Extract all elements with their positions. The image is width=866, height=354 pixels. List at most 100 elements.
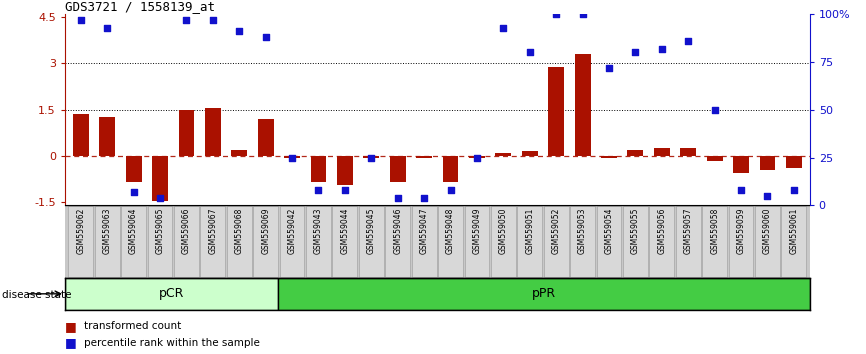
Bar xyxy=(121,206,146,277)
Point xyxy=(206,17,220,23)
Text: percentile rank within the sample: percentile rank within the sample xyxy=(84,338,260,348)
Text: GSM559044: GSM559044 xyxy=(340,207,349,254)
Text: GSM559060: GSM559060 xyxy=(763,207,772,254)
Bar xyxy=(781,206,806,277)
Text: GSM559058: GSM559058 xyxy=(710,207,719,254)
Bar xyxy=(284,156,300,158)
Point xyxy=(153,195,167,200)
Bar xyxy=(517,206,542,277)
Text: GSM559069: GSM559069 xyxy=(262,207,270,254)
Bar xyxy=(623,206,648,277)
Bar xyxy=(333,206,358,277)
Point xyxy=(470,155,484,160)
Bar xyxy=(100,118,115,156)
Point xyxy=(365,155,378,160)
Bar xyxy=(200,206,225,277)
Bar xyxy=(65,278,278,310)
Bar xyxy=(491,206,516,277)
Bar xyxy=(786,156,802,168)
Bar xyxy=(601,156,617,158)
Bar xyxy=(464,206,489,277)
Point xyxy=(285,155,299,160)
Bar xyxy=(174,206,199,277)
Bar xyxy=(147,206,172,277)
Bar xyxy=(73,114,88,156)
Point xyxy=(760,193,774,199)
Bar xyxy=(575,54,591,156)
Text: GSM559051: GSM559051 xyxy=(526,207,534,254)
Point xyxy=(312,187,326,193)
Text: GSM559062: GSM559062 xyxy=(76,207,85,254)
Point xyxy=(787,187,801,193)
Point xyxy=(549,11,563,17)
Point xyxy=(734,187,748,193)
Text: GSM559064: GSM559064 xyxy=(129,207,138,254)
Bar xyxy=(126,156,141,182)
Point xyxy=(655,46,669,51)
Bar xyxy=(68,206,94,277)
Text: GSM559043: GSM559043 xyxy=(314,207,323,254)
Bar xyxy=(306,206,331,277)
Bar xyxy=(654,148,669,156)
Bar xyxy=(152,156,168,201)
Point xyxy=(523,50,537,55)
Point xyxy=(100,25,114,30)
Bar xyxy=(495,153,511,156)
Bar xyxy=(231,150,247,156)
Bar xyxy=(548,67,564,156)
Text: GSM559056: GSM559056 xyxy=(657,207,666,254)
Bar xyxy=(94,206,120,277)
Bar xyxy=(385,206,410,277)
Text: GSM559054: GSM559054 xyxy=(604,207,613,254)
Bar xyxy=(681,148,696,156)
Text: GSM559052: GSM559052 xyxy=(552,207,560,254)
Point xyxy=(417,195,431,200)
Bar xyxy=(253,206,278,277)
Text: GSM559065: GSM559065 xyxy=(156,207,165,254)
Point xyxy=(232,29,246,34)
Bar xyxy=(278,278,810,310)
Point xyxy=(629,50,643,55)
Text: GSM559046: GSM559046 xyxy=(393,207,402,254)
Bar xyxy=(570,206,595,277)
Bar xyxy=(359,206,384,277)
Text: pCR: pCR xyxy=(158,287,184,300)
Bar xyxy=(390,156,405,182)
Point xyxy=(443,187,457,193)
Bar xyxy=(364,156,379,158)
Bar xyxy=(178,110,194,156)
Bar xyxy=(628,150,643,156)
Point xyxy=(708,107,721,113)
Bar xyxy=(707,156,722,161)
Bar xyxy=(734,156,749,173)
Text: pPR: pPR xyxy=(532,287,556,300)
Bar xyxy=(438,206,463,277)
Text: GSM559045: GSM559045 xyxy=(367,207,376,254)
Bar xyxy=(597,206,622,277)
Bar xyxy=(675,206,701,277)
Point xyxy=(391,195,404,200)
Bar xyxy=(258,119,274,156)
Bar xyxy=(759,156,775,170)
Bar xyxy=(522,152,538,156)
Bar xyxy=(411,206,436,277)
Text: GDS3721 / 1558139_at: GDS3721 / 1558139_at xyxy=(65,0,215,13)
Text: GSM559049: GSM559049 xyxy=(473,207,481,254)
Point xyxy=(338,187,352,193)
Text: disease state: disease state xyxy=(2,290,71,299)
Bar xyxy=(650,206,675,277)
Point xyxy=(259,34,273,40)
Text: GSM559059: GSM559059 xyxy=(737,207,746,254)
Text: GSM559047: GSM559047 xyxy=(420,207,429,254)
Bar xyxy=(702,206,727,277)
Bar xyxy=(205,108,221,156)
Point xyxy=(496,25,510,30)
Text: GSM559066: GSM559066 xyxy=(182,207,191,254)
Text: GSM559067: GSM559067 xyxy=(209,207,217,254)
Bar xyxy=(417,156,432,158)
Text: GSM559057: GSM559057 xyxy=(684,207,693,254)
Point xyxy=(74,17,87,23)
Point xyxy=(576,11,590,17)
Text: GSM559050: GSM559050 xyxy=(499,207,507,254)
Bar xyxy=(311,156,326,182)
